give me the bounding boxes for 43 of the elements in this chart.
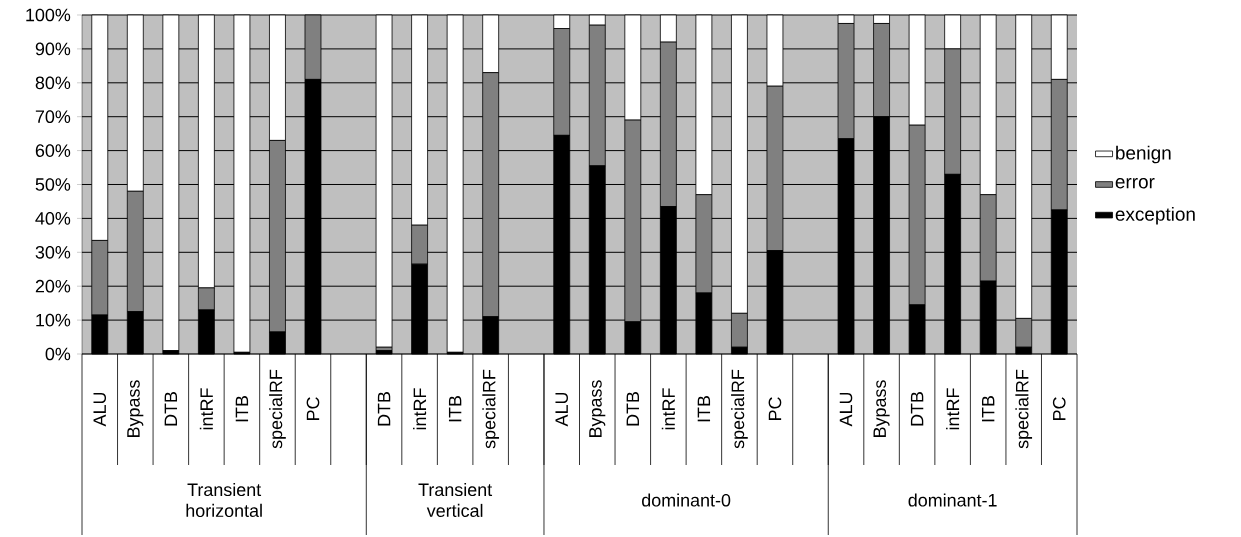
x-tick-label: specialRF xyxy=(731,369,748,449)
x-tick-label: PC xyxy=(1052,397,1066,420)
x-tick-label: ALU xyxy=(839,392,853,427)
x-tick-label: intRF xyxy=(946,388,960,430)
legend-label: exception xyxy=(1115,206,1195,225)
x-tick-label: specialRF xyxy=(1015,369,1033,449)
x-tick-label: PC xyxy=(306,397,320,420)
x-tick-label: Bypass xyxy=(589,380,606,437)
y-tick-label: 40% xyxy=(35,212,71,225)
y-tick-label: 0% xyxy=(45,347,71,361)
y-tick-label: 30% xyxy=(35,245,71,259)
x-tick-label: specialRF xyxy=(269,369,286,449)
x-tick-label: Bypass xyxy=(873,380,890,437)
x-tick-label: DTB xyxy=(164,392,178,426)
text: dominant-1 xyxy=(908,493,997,507)
y-tick-label: 100% xyxy=(26,8,71,22)
x-tick-label: ITB xyxy=(982,395,995,422)
y-tick-label: 70% xyxy=(35,110,71,124)
x-tick-label: Bypass xyxy=(127,380,144,437)
x-tick-label: PC xyxy=(768,397,782,420)
x-tick-label: ITB xyxy=(697,395,711,422)
y-tick-label: 60% xyxy=(35,144,71,157)
y-tick-label: 20% xyxy=(35,279,71,293)
legend-label: error xyxy=(1115,178,1155,189)
x-tick-label: specialRF xyxy=(482,369,500,449)
y-tick-label: 50% xyxy=(35,178,71,191)
x-tick-label: DTB xyxy=(626,392,639,426)
y-tick-label: 10% xyxy=(36,313,71,327)
x-tick-label: ITB xyxy=(235,395,249,422)
y-tick-label: 90% xyxy=(35,42,71,56)
x-tick-label: intRF xyxy=(413,388,427,430)
text: Transient horizontal xyxy=(186,482,262,518)
x-tick-label: ITB xyxy=(448,395,462,422)
legend-label: benign xyxy=(1116,145,1171,164)
x-tick-label: DTB xyxy=(377,392,391,426)
x-tick-label: DTB xyxy=(910,392,924,426)
text: dominant-0 xyxy=(642,493,731,507)
x-tick-label: ALU xyxy=(555,392,568,427)
text: Transient vertical xyxy=(418,482,493,518)
x-tick-label: intRF xyxy=(661,388,675,430)
x-tick-label: ALU xyxy=(93,392,107,427)
x-tick-label: intRF xyxy=(199,388,213,430)
y-tick-label: 80% xyxy=(35,76,71,90)
